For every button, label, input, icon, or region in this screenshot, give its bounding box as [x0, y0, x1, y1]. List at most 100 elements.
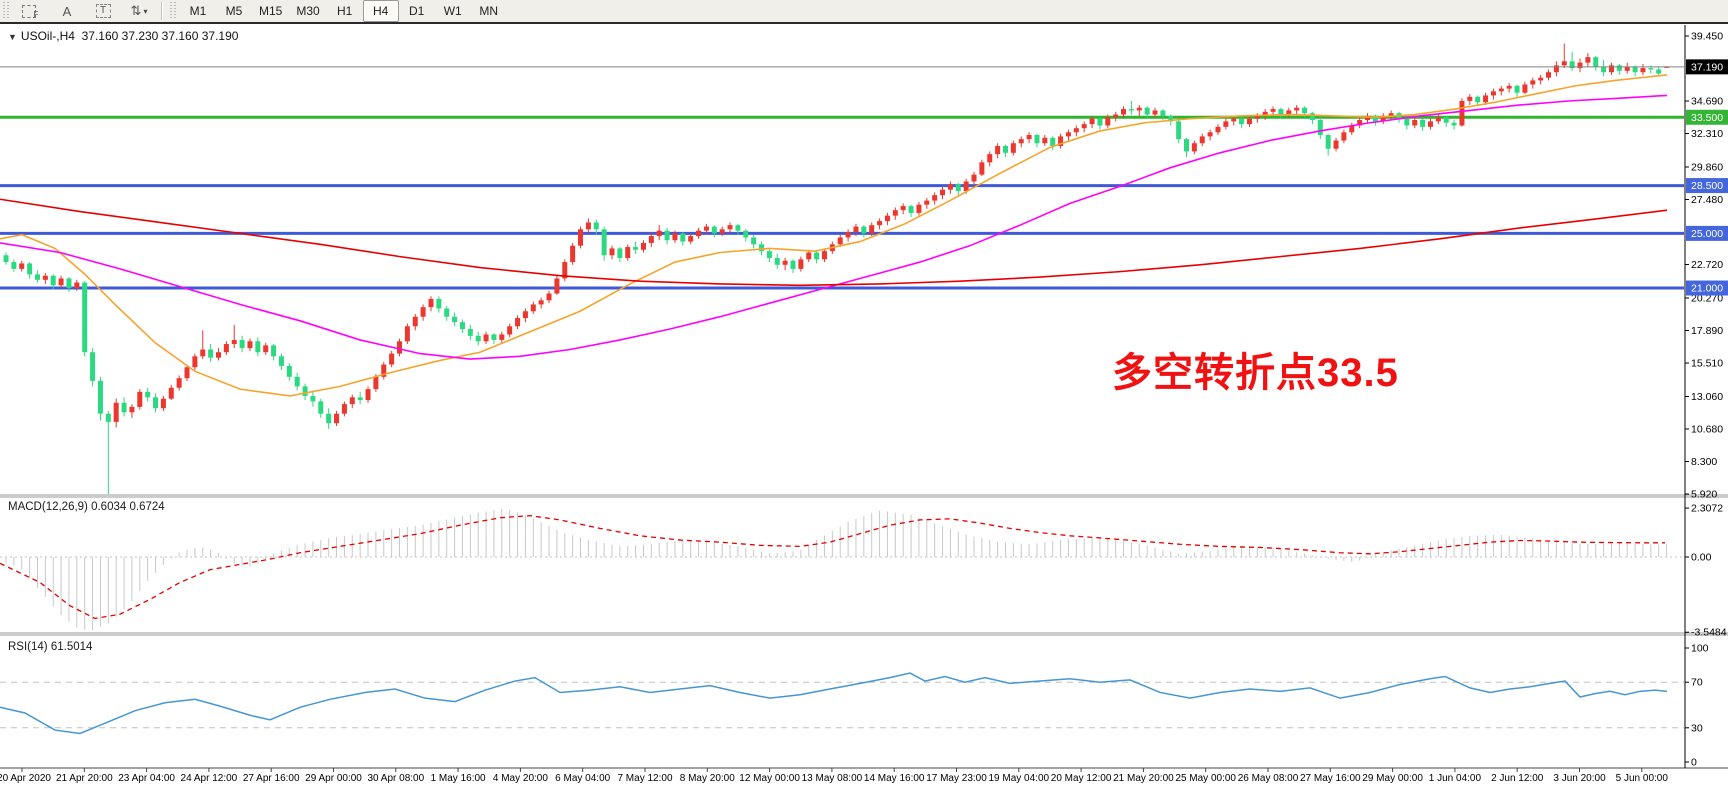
- candle-body: [27, 263, 33, 275]
- candle-body: [522, 311, 528, 319]
- candle-body: [1640, 68, 1646, 73]
- symbol-header[interactable]: ▼ USOil-,H4 37.160 37.230 37.160 37.190: [8, 29, 238, 43]
- timeframe-m1-button[interactable]: M1: [189, 4, 207, 18]
- candle-body: [255, 341, 261, 353]
- candle-body: [955, 184, 961, 192]
- candle-body: [1184, 139, 1189, 152]
- candle-body: [1593, 57, 1599, 67]
- candle-body: [1065, 132, 1071, 137]
- price-axis: 39.45034.69032.31029.86027.48022.72020.2…: [1685, 31, 1723, 501]
- candle-body: [74, 282, 80, 289]
- candle-body: [373, 376, 379, 390]
- svg-text:20 May 12:00: 20 May 12:00: [1051, 773, 1112, 784]
- cursor-arrows-tool-icon[interactable]: ⇅ ▾: [121, 0, 157, 22]
- timeframe-m5-button[interactable]: M5: [225, 4, 243, 18]
- candle-body: [1443, 117, 1449, 123]
- macd-pane: [0, 508, 1684, 631]
- ohlc-values: 37.160 37.230 37.160 37.190: [81, 29, 239, 43]
- candle-body: [1357, 120, 1363, 126]
- chart-properties-f-icon[interactable]: F: [13, 0, 49, 22]
- toolbar-separator: [161, 2, 163, 20]
- candle-body: [1152, 110, 1158, 115]
- collapse-triangle-icon[interactable]: ▼: [8, 32, 17, 42]
- candle-body: [1278, 109, 1284, 115]
- candle-body: [129, 406, 135, 413]
- candle-body: [452, 316, 458, 323]
- price-tag-33.500: 33.500: [1686, 109, 1728, 125]
- svg-text:19 May 04:00: 19 May 04:00: [988, 773, 1049, 784]
- candle-body: [420, 307, 426, 317]
- candle-body: [1624, 66, 1630, 71]
- candle-body: [271, 345, 277, 357]
- candle-body: [389, 353, 395, 365]
- candle-body: [1341, 132, 1347, 141]
- candle-body: [1569, 61, 1575, 69]
- candle-body: [341, 404, 347, 414]
- current-price-tag: 37.190: [1686, 59, 1728, 75]
- candle-body: [208, 349, 214, 358]
- candle-body: [1309, 113, 1315, 121]
- svg-text:29.860: 29.860: [1691, 161, 1723, 173]
- timeframe-h4-button[interactable]: H4: [362, 0, 399, 22]
- candle-body: [1420, 120, 1426, 127]
- candle-body: [782, 260, 788, 265]
- svg-text:21.000: 21.000: [1691, 283, 1723, 295]
- candle-body: [554, 278, 560, 294]
- candle-body: [1026, 135, 1032, 140]
- candle-body: [90, 352, 96, 381]
- timeframe-mn-button[interactable]: MN: [479, 4, 499, 18]
- candle-body: [664, 230, 670, 241]
- candle-body: [861, 226, 867, 234]
- timeframe-w1-button[interactable]: W1: [443, 4, 462, 18]
- candle-body: [940, 189, 946, 196]
- svg-text:37.190: 37.190: [1691, 61, 1723, 73]
- font-tool-icon[interactable]: A: [62, 3, 72, 19]
- price-tag-28.500: 28.500: [1686, 178, 1728, 194]
- svg-text:5 Jun 00:00: 5 Jun 00:00: [1616, 773, 1669, 784]
- candle-body: [66, 278, 72, 289]
- candle-body: [1105, 117, 1111, 126]
- candle-body: [397, 341, 402, 354]
- candle-body: [231, 339, 237, 345]
- candle-body: [105, 413, 111, 422]
- candle-body: [1467, 96, 1473, 101]
- ma-slow-red: [0, 198, 1668, 287]
- candle-body: [1404, 118, 1410, 126]
- svg-text:2.3072: 2.3072: [1691, 503, 1723, 515]
- candle-body: [853, 226, 859, 233]
- candle-body: [168, 387, 174, 399]
- timeframe-m30-button[interactable]: M30: [296, 4, 320, 18]
- timeframe-h1-button[interactable]: H1: [337, 4, 353, 18]
- svg-text:5.920: 5.920: [1691, 489, 1717, 501]
- candle-body: [617, 248, 623, 258]
- svg-text:33.500: 33.500: [1691, 112, 1723, 124]
- candle-body: [751, 237, 757, 245]
- candle-body: [19, 263, 25, 269]
- candle-body: [538, 300, 544, 305]
- horizontal-levels: [0, 115, 1684, 290]
- candle-body: [1483, 95, 1489, 103]
- candle-body: [1349, 125, 1355, 133]
- svg-text:22.720: 22.720: [1691, 259, 1723, 271]
- candle-body: [349, 397, 355, 405]
- toolbar-drag-handle[interactable]: [3, 2, 10, 20]
- timeframe-d1-button[interactable]: D1: [409, 4, 425, 18]
- timeframe-m15-button[interactable]: M15: [259, 4, 283, 18]
- candle-body: [1223, 121, 1229, 127]
- annotation-text: 多空转折点33.5: [1112, 351, 1399, 395]
- candle-body: [680, 233, 686, 242]
- text-label-tool-icon[interactable]: T: [85, 0, 121, 22]
- svg-text:4 May 20:00: 4 May 20:00: [493, 773, 548, 784]
- timeframe-drag-handle[interactable]: [170, 2, 177, 20]
- candle-body: [1089, 118, 1095, 125]
- price-tag-25.000: 25.000: [1686, 225, 1728, 241]
- chevron-down-icon[interactable]: ▾: [143, 6, 148, 16]
- candle-body: [837, 237, 843, 245]
- candle-body: [11, 262, 17, 269]
- candle-body: [546, 293, 552, 301]
- timeframe-group: M1 M5 M15 M30 H1 H4 D1 W1 MN: [180, 0, 507, 22]
- candle-body: [50, 275, 56, 286]
- candle-body: [1002, 145, 1008, 153]
- svg-text:17 May 23:00: 17 May 23:00: [926, 773, 987, 784]
